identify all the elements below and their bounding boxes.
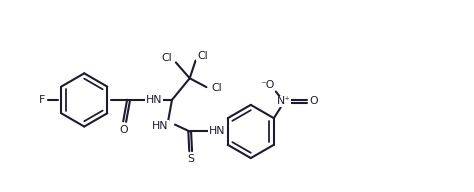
Text: HN: HN [146,95,162,105]
Text: HN: HN [209,127,225,137]
Text: Cl: Cl [197,51,208,61]
Text: F: F [39,95,45,105]
Text: Cl: Cl [211,83,222,93]
Text: N⁺: N⁺ [277,96,291,106]
Text: HN: HN [151,121,168,131]
Text: O: O [309,96,318,106]
Text: ⁻O: ⁻O [261,80,275,90]
Text: S: S [187,154,194,164]
Text: O: O [119,124,128,135]
Text: Cl: Cl [162,53,173,63]
